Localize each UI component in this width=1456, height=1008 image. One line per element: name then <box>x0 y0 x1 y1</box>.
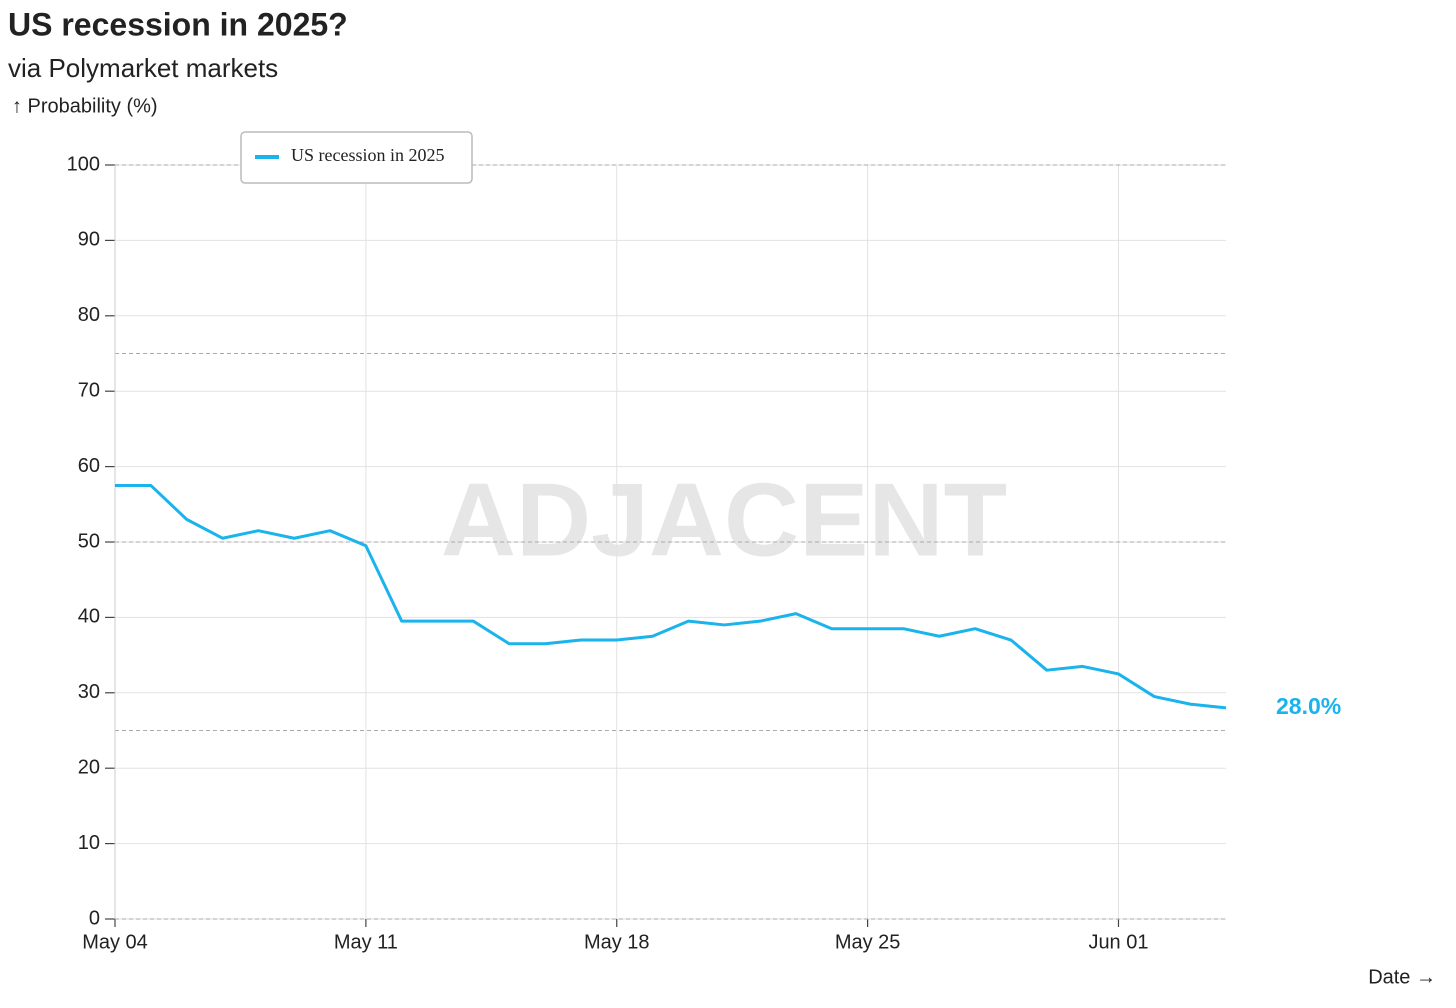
y-tick-label: 40 <box>78 606 100 628</box>
line <box>115 483 1227 710</box>
y-axis-label: ↑ Probability (%) <box>12 95 158 117</box>
y-tick-label: 60 <box>78 455 100 477</box>
x-axis-label: Date → <box>1368 966 1436 988</box>
y-tick-label: 70 <box>78 379 100 401</box>
y-tick-label: 10 <box>78 832 100 854</box>
legend-label: US recession in 2025 <box>291 145 444 165</box>
x-tick-label: May 25 <box>835 931 901 953</box>
y-tick-label: 30 <box>78 681 100 703</box>
y-tick-label: 80 <box>78 304 100 326</box>
x-tick-label: May 04 <box>82 931 148 953</box>
y-tick-label: 50 <box>78 530 100 552</box>
x-tick-label: Jun 01 <box>1088 931 1148 953</box>
x-tick-label: May 11 <box>334 931 398 953</box>
chart-title: US recession in 2025? <box>8 6 348 42</box>
value-label: 28.0% <box>1276 693 1341 719</box>
y-tick-label: 100 <box>67 153 100 175</box>
chart-subtitle: via Polymarket markets <box>8 53 278 83</box>
x-tick-label: May 18 <box>584 931 650 953</box>
watermark: ADJACENT <box>441 462 1007 578</box>
y-tick-label: 20 <box>78 756 100 778</box>
y-tick-label: 0 <box>89 907 100 929</box>
y-tick-label: 90 <box>78 229 100 251</box>
legend-box <box>240 131 473 184</box>
